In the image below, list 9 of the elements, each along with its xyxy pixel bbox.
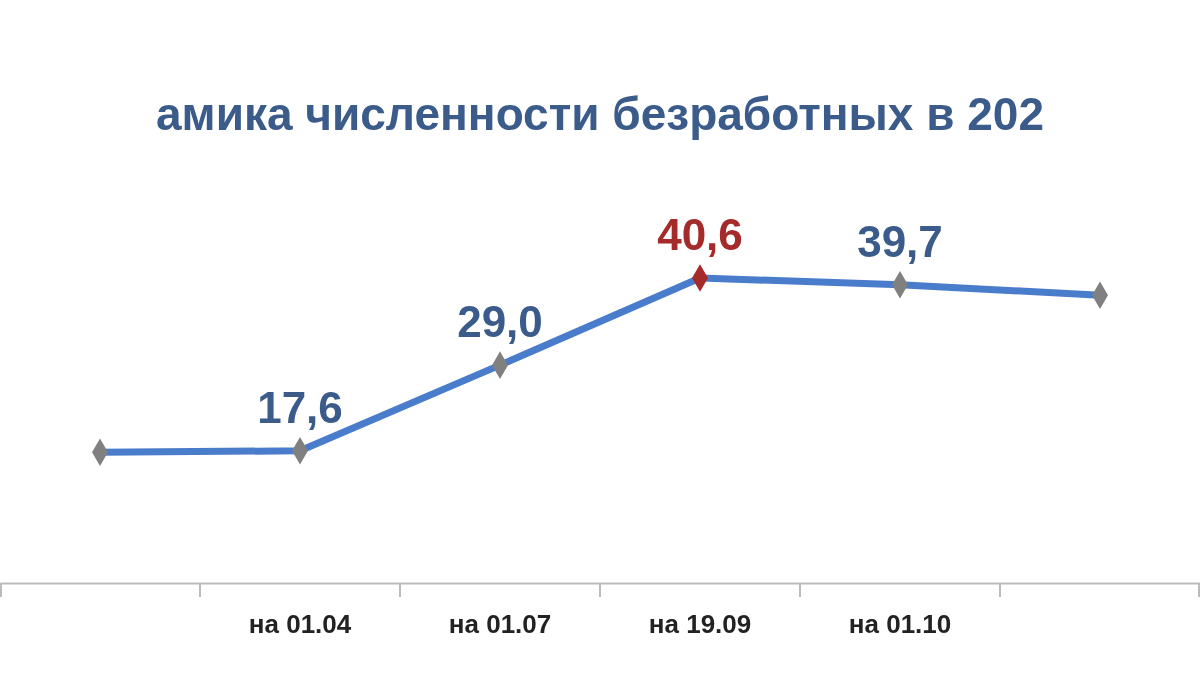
chart-title: амика численности безработных в 202 (156, 88, 1044, 140)
x-tick-label: на 19.09 (648, 609, 752, 640)
x-tick-label: на 01.04 (248, 609, 352, 640)
data-label: 39,7 (857, 216, 943, 266)
data-label: 40,6 (657, 210, 743, 259)
x-tick-label: на 01.07 (448, 609, 552, 640)
x-tick-label: на 01.10 (848, 609, 952, 640)
data-label: 17,6 (257, 382, 343, 432)
data-label: 29,0 (457, 297, 543, 347)
